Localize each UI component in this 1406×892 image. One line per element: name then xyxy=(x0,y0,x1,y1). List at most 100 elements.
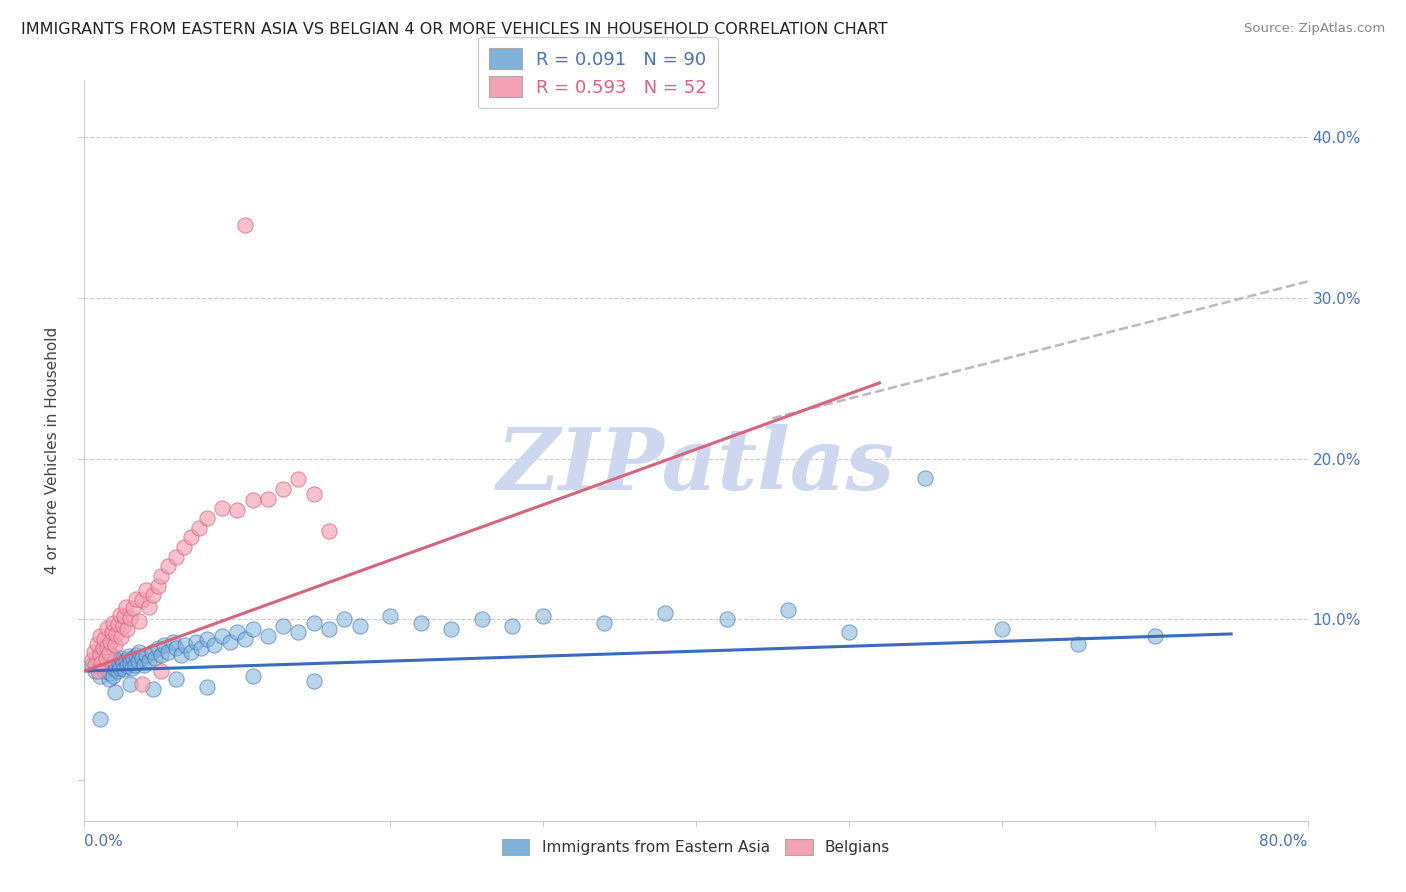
Point xyxy=(302,615,325,630)
Point xyxy=(120,656,142,670)
Point xyxy=(242,493,264,508)
Point xyxy=(502,619,524,633)
Point xyxy=(96,662,118,676)
Point xyxy=(101,625,124,640)
Point xyxy=(91,661,114,675)
Point xyxy=(135,648,157,662)
Point xyxy=(103,669,125,683)
Point xyxy=(149,569,172,583)
Point xyxy=(131,677,153,691)
Point xyxy=(142,681,165,696)
Point xyxy=(107,654,129,668)
Point xyxy=(97,672,120,686)
Point xyxy=(135,583,157,598)
Point xyxy=(1067,637,1090,651)
Text: IMMIGRANTS FROM EASTERN ASIA VS BELGIAN 4 OR MORE VEHICLES IN HOUSEHOLD CORRELAT: IMMIGRANTS FROM EASTERN ASIA VS BELGIAN … xyxy=(21,22,887,37)
Point xyxy=(654,606,676,620)
Point xyxy=(188,521,211,535)
Point xyxy=(471,612,494,626)
Text: 80.0%: 80.0% xyxy=(1260,833,1308,848)
Point xyxy=(115,659,138,673)
Point xyxy=(114,599,136,614)
Point xyxy=(138,654,160,668)
Point xyxy=(114,653,136,667)
Point xyxy=(138,599,160,614)
Point xyxy=(96,620,118,634)
Point xyxy=(121,661,143,675)
Point xyxy=(233,632,256,646)
Point xyxy=(914,471,936,485)
Point xyxy=(120,677,142,691)
Point xyxy=(122,651,145,665)
Point xyxy=(125,591,148,606)
Point xyxy=(110,630,132,644)
Y-axis label: 4 or more Vehicles in Household: 4 or more Vehicles in Household xyxy=(45,326,60,574)
Point xyxy=(162,635,184,649)
Point xyxy=(190,641,212,656)
Point xyxy=(86,653,108,667)
Point xyxy=(93,664,115,678)
Point xyxy=(89,712,111,726)
Point xyxy=(98,635,121,649)
Point xyxy=(991,622,1014,636)
Text: 0.0%: 0.0% xyxy=(84,833,124,848)
Point xyxy=(271,482,294,496)
Point xyxy=(96,640,118,654)
Point xyxy=(174,638,197,652)
Point xyxy=(149,648,172,662)
Point xyxy=(110,651,132,665)
Point xyxy=(302,673,325,688)
Point xyxy=(104,638,127,652)
Point xyxy=(180,645,202,659)
Point xyxy=(302,487,325,501)
Point xyxy=(122,601,145,615)
Point xyxy=(125,648,148,662)
Point xyxy=(86,637,108,651)
Point xyxy=(80,653,103,667)
Point xyxy=(84,657,107,672)
Point xyxy=(165,672,187,686)
Point xyxy=(112,609,135,624)
Point xyxy=(89,648,111,662)
Point xyxy=(380,609,402,624)
Point xyxy=(143,651,166,665)
Point xyxy=(531,609,554,624)
Point xyxy=(226,625,249,640)
Point xyxy=(89,645,111,659)
Point xyxy=(112,662,135,676)
Point xyxy=(84,664,107,678)
Point xyxy=(257,628,280,642)
Point xyxy=(91,654,114,668)
Point xyxy=(107,664,129,678)
Point xyxy=(104,651,127,665)
Point xyxy=(80,657,103,672)
Legend: Immigrants from Eastern Asia, Belgians: Immigrants from Eastern Asia, Belgians xyxy=(496,833,896,861)
Point xyxy=(101,656,124,670)
Point xyxy=(87,664,110,678)
Point xyxy=(83,645,105,659)
Point xyxy=(146,641,169,656)
Point xyxy=(94,657,117,672)
Point xyxy=(124,657,146,672)
Point xyxy=(318,622,340,636)
Point xyxy=(170,648,193,662)
Point xyxy=(111,619,134,633)
Point xyxy=(242,622,264,636)
Point xyxy=(131,651,153,665)
Text: ZIPatlas: ZIPatlas xyxy=(496,424,896,507)
Point xyxy=(142,588,165,602)
Point xyxy=(716,612,738,626)
Point xyxy=(111,656,134,670)
Point xyxy=(94,651,117,665)
Point xyxy=(440,622,463,636)
Point xyxy=(195,632,218,646)
Point xyxy=(101,648,124,662)
Point xyxy=(128,614,150,628)
Point xyxy=(287,625,309,640)
Point xyxy=(96,653,118,667)
Point xyxy=(105,657,128,672)
Point xyxy=(184,635,207,649)
Point xyxy=(776,603,799,617)
Point xyxy=(108,661,131,675)
Point xyxy=(180,530,202,544)
